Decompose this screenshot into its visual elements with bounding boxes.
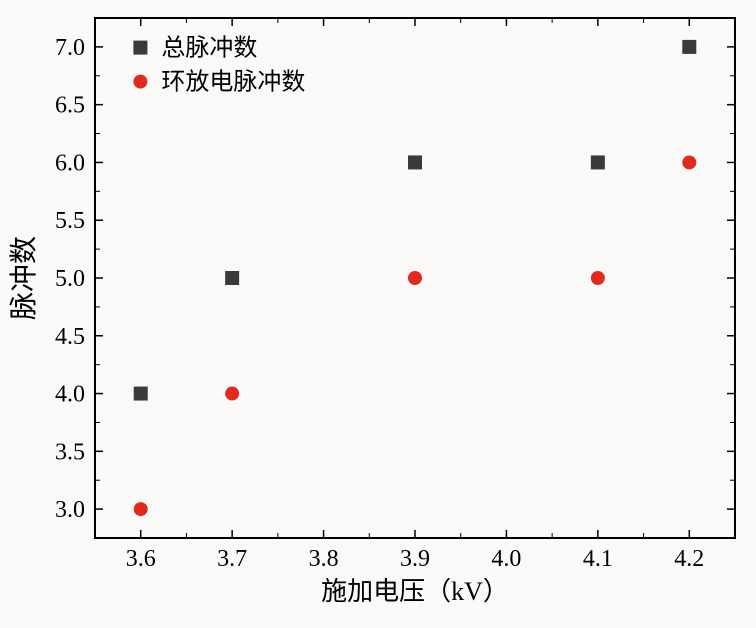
data-point-circle (591, 271, 605, 285)
y-tick-label: 5.0 (55, 266, 85, 292)
y-tick-label: 6.5 (55, 93, 85, 119)
y-axis-label: 脉冲数 (8, 236, 40, 320)
y-tick-label: 4.0 (55, 382, 85, 408)
legend-label: 总脉冲数 (161, 35, 257, 62)
y-tick-label: 4.5 (55, 324, 85, 350)
legend-marker-circle (133, 75, 147, 89)
data-point-circle (225, 387, 239, 401)
legend-marker-square (133, 41, 147, 55)
y-tick-label: 5.5 (55, 208, 85, 234)
x-tick-label: 3.7 (217, 546, 247, 572)
x-tick-label: 3.9 (400, 546, 430, 572)
x-axis-label: 施加电压（kV） (321, 577, 509, 606)
data-point-circle (682, 155, 696, 169)
data-point-square (591, 155, 605, 169)
data-point-circle (408, 271, 422, 285)
legend-label: 环放电脉冲数 (161, 69, 305, 96)
y-tick-label: 6.0 (55, 150, 85, 176)
data-point-square (682, 40, 696, 54)
x-tick-label: 4.1 (583, 546, 613, 572)
chart-svg: 3.6 3.7 3.8 3.9 4.0 4.1 4.2 施加电压（kV） 3.0 3.5 4.0 4.… (0, 0, 756, 628)
data-point-circle (134, 502, 148, 516)
y-tick-label: 7.0 (55, 35, 85, 61)
x-tick-label: 3.6 (126, 546, 156, 572)
x-tick-label: 4.2 (674, 546, 704, 572)
data-point-square (408, 155, 422, 169)
y-tick-label: 3.0 (55, 497, 85, 523)
scatter-chart: 3.6 3.7 3.8 3.9 4.0 4.1 4.2 施加电压（kV） 3.0 3.5 4.0 4.… (0, 0, 756, 628)
x-tick-label: 3.8 (309, 546, 339, 572)
y-tick-label: 3.5 (55, 439, 85, 465)
data-point-square (134, 387, 148, 401)
data-point-square (225, 271, 239, 285)
x-tick-label: 4.0 (491, 546, 521, 572)
